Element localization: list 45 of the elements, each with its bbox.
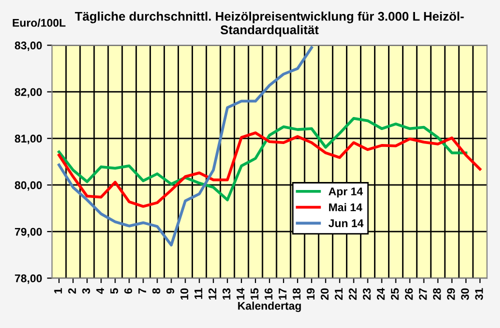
line-series	[58, 117, 468, 202]
x-tick-label: 5	[110, 288, 118, 294]
x-tick-label: 16	[264, 288, 272, 300]
x-tick-label: 2	[68, 288, 76, 294]
x-tick-label: 1	[54, 288, 62, 294]
x-tick-label: 3	[82, 288, 90, 294]
legend-label: Jun 14	[328, 219, 364, 228]
y-tick-label: 81,00	[14, 134, 42, 144]
x-tick-label: 15	[250, 288, 258, 300]
x-tick-label: 26	[404, 288, 413, 300]
x-tick-label: 14	[236, 288, 244, 300]
y-axis-title: Euro/100L	[12, 18, 66, 27]
x-tick-label: 20	[320, 288, 329, 300]
y-tick-label: 78,00	[14, 274, 42, 284]
x-tick-label: 27	[418, 288, 427, 300]
x-axis-title: Kalendertag	[238, 302, 301, 312]
chart-title: Tägliche durchschnittl. Heizölpreisentwicklung für 3.000 L Heizöl- Standardqualität	[74, 12, 464, 37]
x-tick-label: 31	[475, 288, 483, 300]
x-tick-label: 19	[306, 288, 315, 300]
y-tick-label: 82,00	[14, 88, 42, 98]
x-tick-label: 7	[138, 288, 146, 294]
legend-label: Mai 14	[329, 203, 362, 212]
y-tick-label: 83,00	[14, 42, 42, 52]
y-tick-label: 80,00	[14, 181, 42, 191]
x-tick-label: 10	[180, 288, 188, 300]
x-tick-label: 24	[376, 288, 385, 300]
x-tick-label: 8	[152, 288, 160, 294]
y-tick-label: 79,00	[14, 228, 42, 238]
x-tick-label: 21	[334, 288, 343, 300]
x-tick-label: 9	[166, 288, 174, 294]
legend-label: Apr 14	[328, 188, 363, 198]
x-tick-label: 11	[194, 288, 202, 299]
x-tick-label: 22	[348, 288, 357, 300]
line-series	[58, 46, 313, 246]
x-tick-label: 25	[390, 288, 399, 300]
x-tick-label: 18	[292, 288, 301, 300]
x-tick-label: 4	[96, 288, 104, 294]
x-tick-label: 13	[222, 288, 230, 300]
x-tick-label: 12	[208, 288, 216, 300]
x-tick-label: 6	[124, 288, 132, 294]
x-tick-label: 23	[362, 288, 371, 300]
x-tick-label: 30	[461, 288, 469, 300]
x-tick-label: 29	[447, 288, 455, 300]
x-tick-label: 17	[278, 288, 286, 300]
x-tick-label: 28	[433, 288, 441, 300]
